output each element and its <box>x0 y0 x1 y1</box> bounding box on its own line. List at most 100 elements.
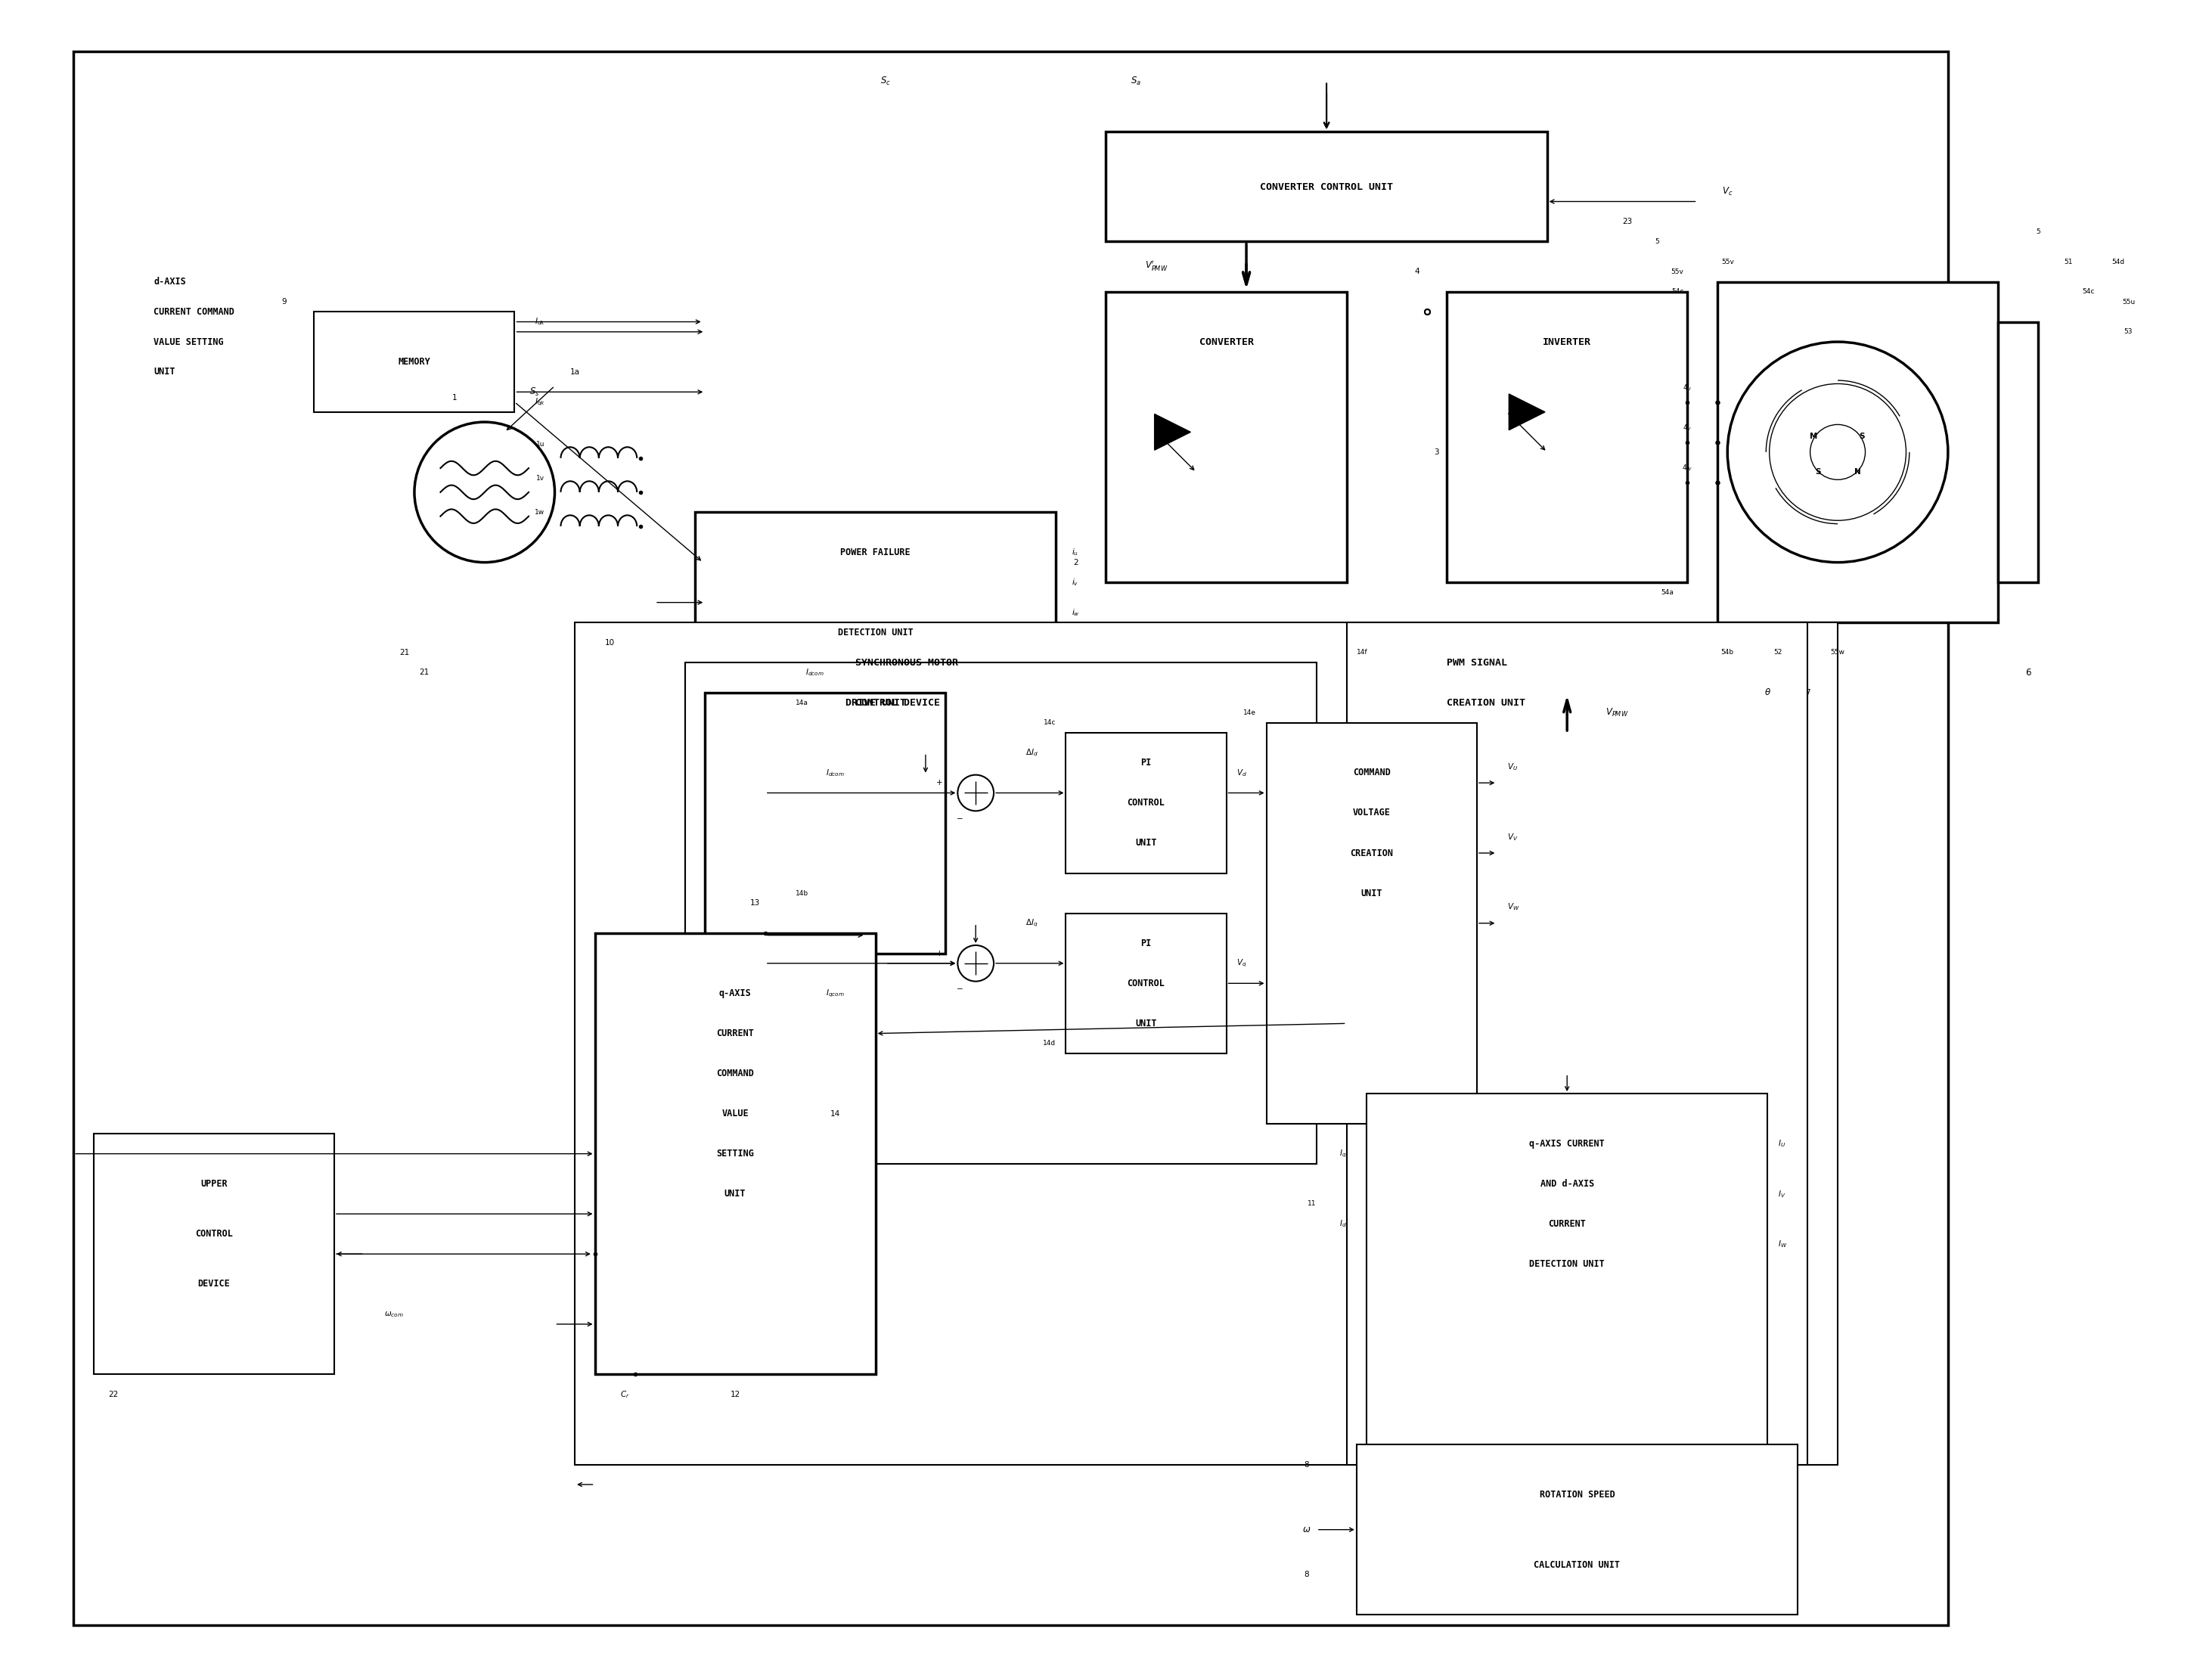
Text: CREATION: CREATION <box>1349 848 1394 858</box>
Text: 55w: 55w <box>1832 650 1845 656</box>
Text: $I_{dcom}$: $I_{dcom}$ <box>825 768 845 778</box>
Text: $\omega_{com}$: $\omega_{com}$ <box>385 1309 405 1318</box>
Text: $I_{qcom}$: $I_{qcom}$ <box>825 988 845 1000</box>
Text: $\Delta I_d$: $\Delta I_d$ <box>1026 748 1037 758</box>
Text: 14: 14 <box>830 1110 841 1118</box>
Text: 8: 8 <box>1303 1461 1310 1468</box>
Text: 23: 23 <box>1621 218 1632 225</box>
Bar <box>695 511 1055 683</box>
Text: AND d-AXIS: AND d-AXIS <box>1540 1180 1595 1190</box>
Text: S: S <box>1814 468 1820 476</box>
Text: d-AXIS: d-AXIS <box>155 277 186 287</box>
Text: 1a: 1a <box>571 368 580 377</box>
Bar <box>93 1133 334 1374</box>
Text: 5: 5 <box>2035 228 2039 235</box>
Text: $C_r$: $C_r$ <box>619 1389 630 1399</box>
Text: CONTROL: CONTROL <box>1128 798 1166 808</box>
Text: CURRENT: CURRENT <box>1548 1220 1586 1230</box>
Text: UNIT: UNIT <box>1135 838 1157 848</box>
Text: 6: 6 <box>2026 668 2031 678</box>
Text: UPPER: UPPER <box>201 1180 228 1190</box>
Text: CONTROL: CONTROL <box>1128 978 1166 988</box>
Bar <box>1447 292 1688 583</box>
Text: 3: 3 <box>1433 448 1440 456</box>
Text: $V_W$: $V_W$ <box>1506 901 1520 913</box>
Text: 54d: 54d <box>2112 258 2126 265</box>
Text: INVERTER: INVERTER <box>1544 337 1590 347</box>
Text: $I_U$: $I_U$ <box>1778 1138 1785 1150</box>
Text: VOLTAGE: VOLTAGE <box>1354 808 1391 818</box>
Text: $4_V$: $4_V$ <box>1683 423 1692 433</box>
Text: q-AXIS CURRENT: q-AXIS CURRENT <box>1528 1140 1604 1148</box>
Text: N: N <box>1854 468 1860 476</box>
Text: 51: 51 <box>2064 258 2073 265</box>
Text: $S_c$: $S_c$ <box>880 75 891 87</box>
Polygon shape <box>1509 393 1544 430</box>
Text: +: + <box>936 780 942 786</box>
Text: $i_v$: $i_v$ <box>1073 576 1079 588</box>
Text: 7: 7 <box>1805 688 1809 696</box>
Text: 53: 53 <box>2124 328 2132 335</box>
Text: $I_q$: $I_q$ <box>1340 1148 1347 1160</box>
Bar <box>595 933 876 1374</box>
Text: 55v: 55v <box>1721 258 1734 265</box>
Text: $I_V$: $I_V$ <box>1778 1188 1785 1200</box>
Text: $4_W$: $4_W$ <box>1681 463 1692 473</box>
Text: $\omega$: $\omega$ <box>1303 1524 1312 1534</box>
Bar <box>1997 322 2037 583</box>
Bar <box>1367 1093 1767 1454</box>
Text: $i_u$: $i_u$ <box>1073 546 1079 558</box>
Text: $4_U$: $4_U$ <box>1683 383 1692 393</box>
Polygon shape <box>1155 415 1190 450</box>
Bar <box>1717 282 1997 623</box>
Text: PI: PI <box>1141 938 1152 948</box>
Bar <box>1066 733 1225 873</box>
Bar <box>1267 723 1478 1123</box>
Text: COMMAND: COMMAND <box>717 1068 754 1078</box>
Text: DRIVE UNIT: DRIVE UNIT <box>845 698 907 708</box>
Text: UNIT: UNIT <box>1360 888 1382 898</box>
Text: CONTROL: CONTROL <box>195 1230 232 1240</box>
Text: 54a: 54a <box>1661 590 1674 596</box>
Text: VALUE: VALUE <box>721 1110 748 1118</box>
Text: q-AXIS: q-AXIS <box>719 988 752 998</box>
Bar <box>1106 132 1546 242</box>
Text: 1u: 1u <box>535 441 544 448</box>
Text: $V_U$: $V_U$ <box>1506 761 1517 771</box>
Text: −: − <box>956 815 962 823</box>
Text: θ: θ <box>1765 688 1770 698</box>
Text: $I_{qk}$: $I_{qk}$ <box>535 397 546 408</box>
Text: CALCULATION UNIT: CALCULATION UNIT <box>1533 1559 1619 1569</box>
Text: 14d: 14d <box>1042 1040 1055 1046</box>
Text: CONVERTER: CONVERTER <box>1199 337 1254 347</box>
Text: $V_{PMW}'$: $V_{PMW}'$ <box>1144 258 1168 273</box>
Text: $V_{PMW}$: $V_{PMW}$ <box>1606 706 1628 718</box>
Text: 14c: 14c <box>1044 720 1055 726</box>
Text: SETTING: SETTING <box>717 1150 754 1158</box>
Text: 55u: 55u <box>2121 298 2135 305</box>
Text: 12: 12 <box>730 1391 741 1398</box>
Text: COMMAND: COMMAND <box>1354 768 1391 778</box>
Text: 54c: 54c <box>2081 288 2095 295</box>
Bar <box>1347 623 1807 1464</box>
Text: 11: 11 <box>1307 1201 1316 1208</box>
Text: +: + <box>936 950 942 956</box>
Text: PI: PI <box>1141 758 1152 768</box>
Text: 9: 9 <box>281 298 288 305</box>
Text: 14f: 14f <box>1356 650 1367 656</box>
Text: SYNCHRONOUS MOTOR: SYNCHRONOUS MOTOR <box>856 658 958 668</box>
Text: VALUE SETTING: VALUE SETTING <box>155 337 223 347</box>
Text: $V_d$: $V_d$ <box>1237 768 1248 778</box>
Text: DETECTION UNIT: DETECTION UNIT <box>838 628 914 638</box>
Text: 14b: 14b <box>796 890 807 896</box>
Text: $I_{dk}$: $I_{dk}$ <box>535 317 546 327</box>
Bar <box>314 312 515 412</box>
Text: 1: 1 <box>451 395 458 402</box>
Text: $V_c$: $V_c$ <box>1721 187 1732 197</box>
Text: $S_s$: $S_s$ <box>529 387 540 398</box>
Text: 10: 10 <box>604 638 615 646</box>
Text: 1w: 1w <box>535 508 544 516</box>
Text: M: M <box>1809 431 1818 440</box>
Text: S: S <box>1858 431 1865 440</box>
Bar <box>1356 1444 1798 1614</box>
